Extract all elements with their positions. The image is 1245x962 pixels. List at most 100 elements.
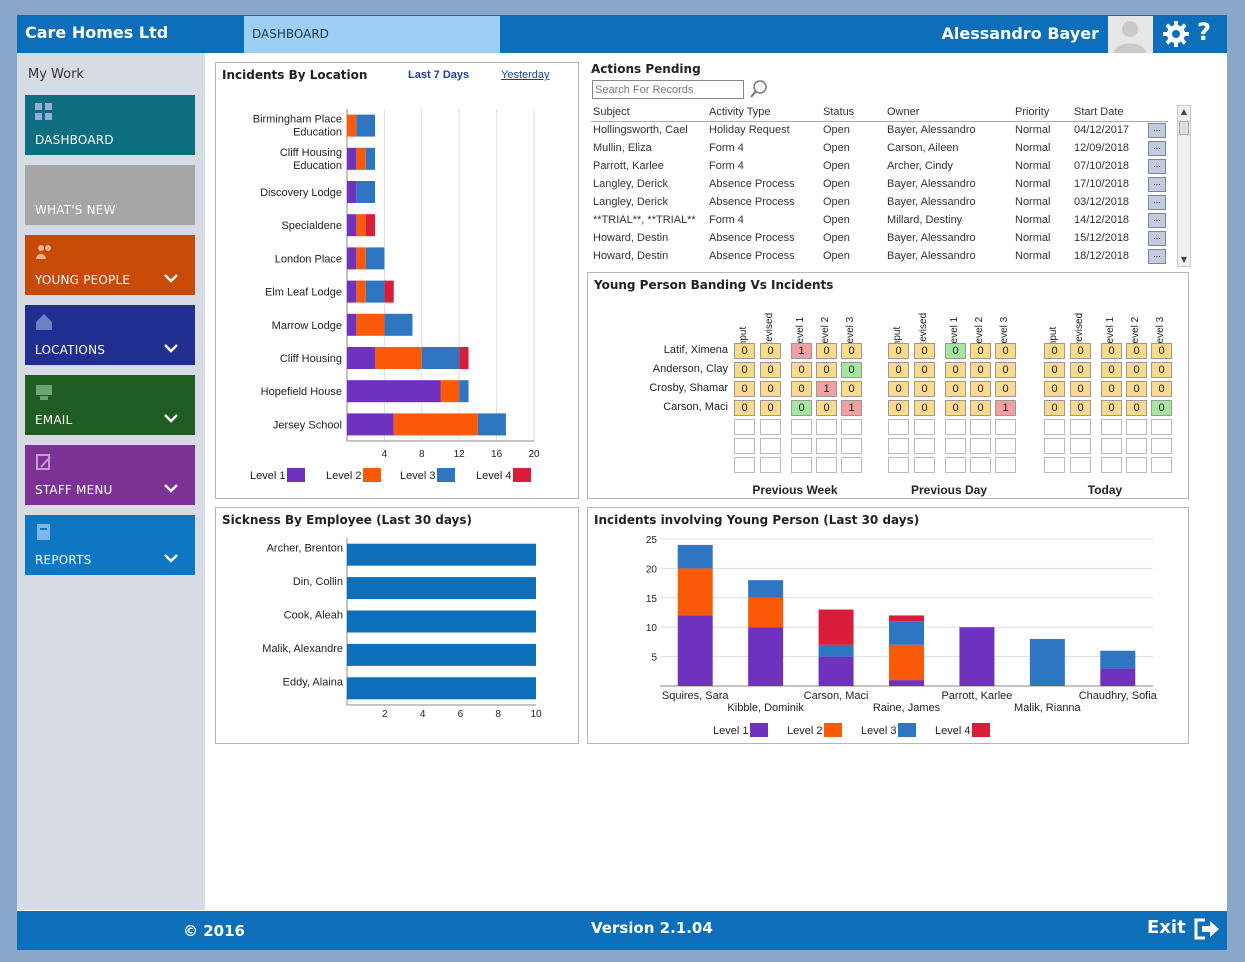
- table-row[interactable]: Langley, Derick Absence Process Open Bayer,…: [591, 175, 1168, 193]
- chevron-down-icon[interactable]: [164, 411, 178, 425]
- table-row[interactable]: Howard, Destin Absence Process Open Bayer, …: [591, 229, 1168, 247]
- bar-segment: [459, 347, 469, 369]
- x-tick-label: Kibble, Dominik: [727, 702, 804, 714]
- column-header[interactable]: Status: [821, 104, 885, 122]
- row-label: Crosby, Shamar: [649, 382, 728, 394]
- banding-cell: [1101, 419, 1122, 435]
- more-button[interactable]: ...: [1148, 195, 1166, 210]
- bar-segment: [818, 656, 854, 686]
- gear-icon[interactable]: [1162, 20, 1190, 48]
- bar-segment: [347, 247, 357, 270]
- banding-cell: 0: [1151, 381, 1172, 397]
- exit-button[interactable]: Exit: [1147, 917, 1186, 938]
- x-tick-label: 8: [419, 449, 425, 460]
- column-header[interactable]: Activity Type: [707, 104, 821, 122]
- chevron-down-icon[interactable]: [164, 551, 178, 565]
- company-name: Care Homes Ltd: [25, 23, 169, 42]
- chevron-down-icon[interactable]: [164, 481, 178, 495]
- search-icon[interactable]: [749, 79, 769, 99]
- table-cell: 07/10/2018: [1074, 160, 1130, 172]
- more-button[interactable]: ...: [1148, 249, 1166, 264]
- sidebar-item-reports[interactable]: REPORTS: [25, 515, 195, 575]
- table-cell: Absence Process: [709, 196, 795, 208]
- more-button[interactable]: ...: [1148, 123, 1166, 139]
- exit-icon[interactable]: [1193, 917, 1221, 941]
- group-label: Previous Week: [752, 483, 838, 497]
- table-row[interactable]: Hollingsworth, Cael Holiday Request Open Ba…: [591, 121, 1168, 139]
- bar-segment: [459, 380, 469, 403]
- banding-cell: 1: [841, 400, 862, 416]
- sidebar-item-young-people[interactable]: YOUNG PEOPLE: [25, 235, 195, 295]
- more-button[interactable]: ...: [1148, 141, 1166, 156]
- sidebar-item-locations[interactable]: LOCATIONS: [25, 305, 195, 365]
- table-row[interactable]: **TRIAL**, **TRIAL** Form 4 Open Millard, D…: [591, 211, 1168, 229]
- bar-segment: [347, 347, 376, 369]
- sidebar-item-dashboard[interactable]: DASHBOARD: [25, 95, 195, 155]
- bar-segment: [677, 568, 713, 616]
- bar-segment: [375, 347, 422, 369]
- table-cell: ...: [1146, 229, 1168, 247]
- group-label: Previous Day: [910, 483, 988, 497]
- column-header[interactable]: Owner: [885, 104, 1013, 122]
- panel-title: Sickness By Employee (Last 30 days): [222, 513, 472, 527]
- bar-segment: [356, 114, 376, 137]
- banding-cell: [816, 419, 837, 435]
- more-button[interactable]: ...: [1148, 177, 1166, 192]
- legend-swatch: [287, 468, 305, 482]
- more-button[interactable]: ...: [1148, 231, 1166, 246]
- sidebar-item-label: YOUNG PEOPLE: [35, 273, 131, 287]
- scrollbar[interactable]: ▲ ▼: [1177, 105, 1191, 267]
- user-name[interactable]: Alessandro Bayer: [941, 24, 1099, 43]
- column-header[interactable]: Start Date: [1072, 104, 1146, 122]
- sidebar-item-staff-menu[interactable]: STAFF MENU: [25, 445, 195, 505]
- breadcrumb[interactable]: DASHBOARD: [244, 16, 500, 53]
- table-cell: 18/12/2018: [1074, 250, 1130, 262]
- more-button[interactable]: ...: [1148, 213, 1166, 228]
- banding-cell: [945, 457, 966, 473]
- table-cell: ...: [1146, 211, 1168, 229]
- chevron-down-icon[interactable]: [164, 341, 178, 355]
- chevron-down-icon[interactable]: [164, 271, 178, 285]
- sidebar-item-label: EMAIL: [35, 413, 73, 427]
- search-input[interactable]: [592, 80, 744, 99]
- banding-cell: [734, 419, 755, 435]
- incidents-by-location-panel: Incidents By Location Last 7 Days Yester…: [215, 62, 579, 499]
- table-row[interactable]: Parrott, Karlee Form 4 Open Archer, Cindy No…: [591, 157, 1168, 175]
- legend-label: Level 2: [787, 725, 822, 737]
- row-label: Anderson, Clay: [652, 363, 728, 375]
- table-cell: ...: [1146, 247, 1168, 265]
- scroll-up-icon[interactable]: ▲: [1180, 107, 1188, 116]
- avatar[interactable]: [1108, 16, 1153, 53]
- table-row[interactable]: Mullin, Eliza Form 4 Open Carson, Aileen Nor…: [591, 139, 1168, 157]
- table-row[interactable]: Howard, Destin Absence Process Open Bayer, …: [591, 247, 1168, 265]
- bar-segment: [1100, 650, 1136, 669]
- y-tick-label: Education: [293, 160, 342, 172]
- column-header[interactable]: Priority: [1013, 104, 1072, 122]
- filter-yesterday[interactable]: Yesterday: [501, 69, 550, 81]
- scroll-down-icon[interactable]: ▼: [1180, 255, 1188, 264]
- table-cell: Absence Process: [709, 178, 795, 190]
- filter-last-7-days[interactable]: Last 7 Days: [408, 69, 470, 81]
- sidebar-item-email[interactable]: EMAIL: [25, 375, 195, 435]
- bar-segment: [356, 280, 366, 303]
- banding-cell: 0: [1101, 381, 1122, 397]
- x-tick-label: 6: [458, 709, 464, 720]
- banding-cell: [888, 438, 909, 454]
- x-tick-label: 4: [382, 449, 388, 460]
- banding-cell: 0: [1126, 362, 1147, 378]
- banding-cell: [1101, 457, 1122, 473]
- sidebar-item-what-s-new[interactable]: WHAT'S NEW: [25, 165, 195, 225]
- help-icon[interactable]: ?: [1197, 18, 1211, 46]
- bar-segment: [384, 313, 413, 336]
- banding-cell: 0: [1044, 362, 1065, 378]
- scroll-thumb[interactable]: [1179, 121, 1189, 135]
- bar-segment: [384, 280, 394, 303]
- group-label: Today: [1087, 483, 1123, 497]
- table-row[interactable]: Langley, Derick Absence Process Open Bayer,…: [591, 193, 1168, 211]
- column-header[interactable]: Subject: [591, 104, 707, 122]
- table-cell: 14/12/2018: [1074, 214, 1130, 226]
- bar-segment: [477, 413, 506, 436]
- more-button[interactable]: ...: [1148, 159, 1166, 174]
- sidebar-item-label: STAFF MENU: [35, 483, 113, 497]
